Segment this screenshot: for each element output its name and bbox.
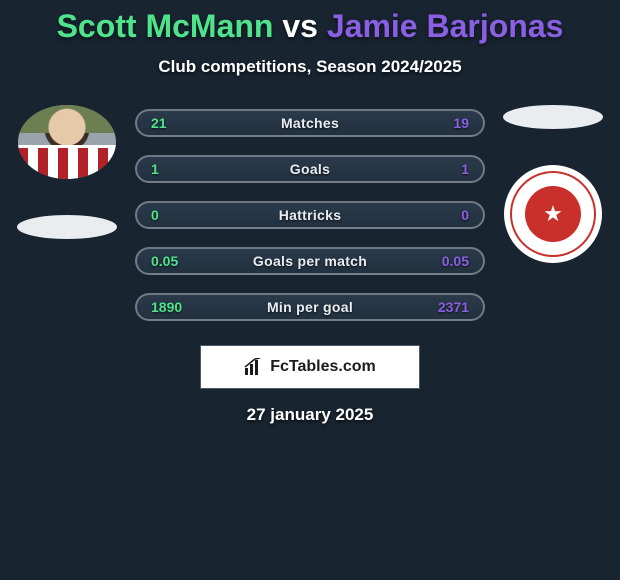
stat-label: Hattricks <box>279 207 342 223</box>
left-value: 0 <box>151 207 159 223</box>
stat-label: Min per goal <box>267 299 353 315</box>
subtitle: Club competitions, Season 2024/2025 <box>0 57 620 77</box>
player2-club-badge: ★ <box>504 165 602 263</box>
page-title: Scott McMann vs Jamie Barjonas <box>0 8 620 45</box>
left-side <box>17 105 117 239</box>
avatar-shirt <box>18 145 116 179</box>
stat-label: Goals <box>290 161 330 177</box>
badge-ring <box>510 171 596 257</box>
player2-photo-oval <box>503 105 603 129</box>
branding-text: FcTables.com <box>270 358 376 376</box>
stat-bar: 0 Hattricks 0 <box>135 201 485 229</box>
branding-box: FcTables.com <box>200 345 420 389</box>
right-value: 19 <box>453 115 469 131</box>
right-value: 1 <box>461 161 469 177</box>
stat-bar: 1 Goals 1 <box>135 155 485 183</box>
date-label: 27 january 2025 <box>0 405 620 425</box>
player1-avatar <box>18 105 116 179</box>
main-row: 21 Matches 19 1 Goals 1 0 Hattricks 0 0.… <box>0 105 620 321</box>
stat-label: Goals per match <box>253 253 367 269</box>
player1-name: Scott McMann <box>57 8 274 44</box>
left-value: 0.05 <box>151 253 178 269</box>
left-value: 1 <box>151 161 159 177</box>
right-side: ★ <box>503 105 603 263</box>
stat-bar: 1890 Min per goal 2371 <box>135 293 485 321</box>
stat-bar: 0.05 Goals per match 0.05 <box>135 247 485 275</box>
right-value: 0.05 <box>442 253 469 269</box>
right-value: 0 <box>461 207 469 223</box>
player1-club-oval <box>17 215 117 239</box>
left-value: 21 <box>151 115 167 131</box>
stat-label: Matches <box>281 115 339 131</box>
stat-bars: 21 Matches 19 1 Goals 1 0 Hattricks 0 0.… <box>135 105 485 321</box>
player2-name: Jamie Barjonas <box>327 8 564 44</box>
comparison-card: Scott McMann vs Jamie Barjonas Club comp… <box>0 0 620 425</box>
right-value: 2371 <box>438 299 469 315</box>
stat-bar: 21 Matches 19 <box>135 109 485 137</box>
left-value: 1890 <box>151 299 182 315</box>
vs-separator: vs <box>282 8 318 44</box>
chart-icon <box>244 358 264 376</box>
